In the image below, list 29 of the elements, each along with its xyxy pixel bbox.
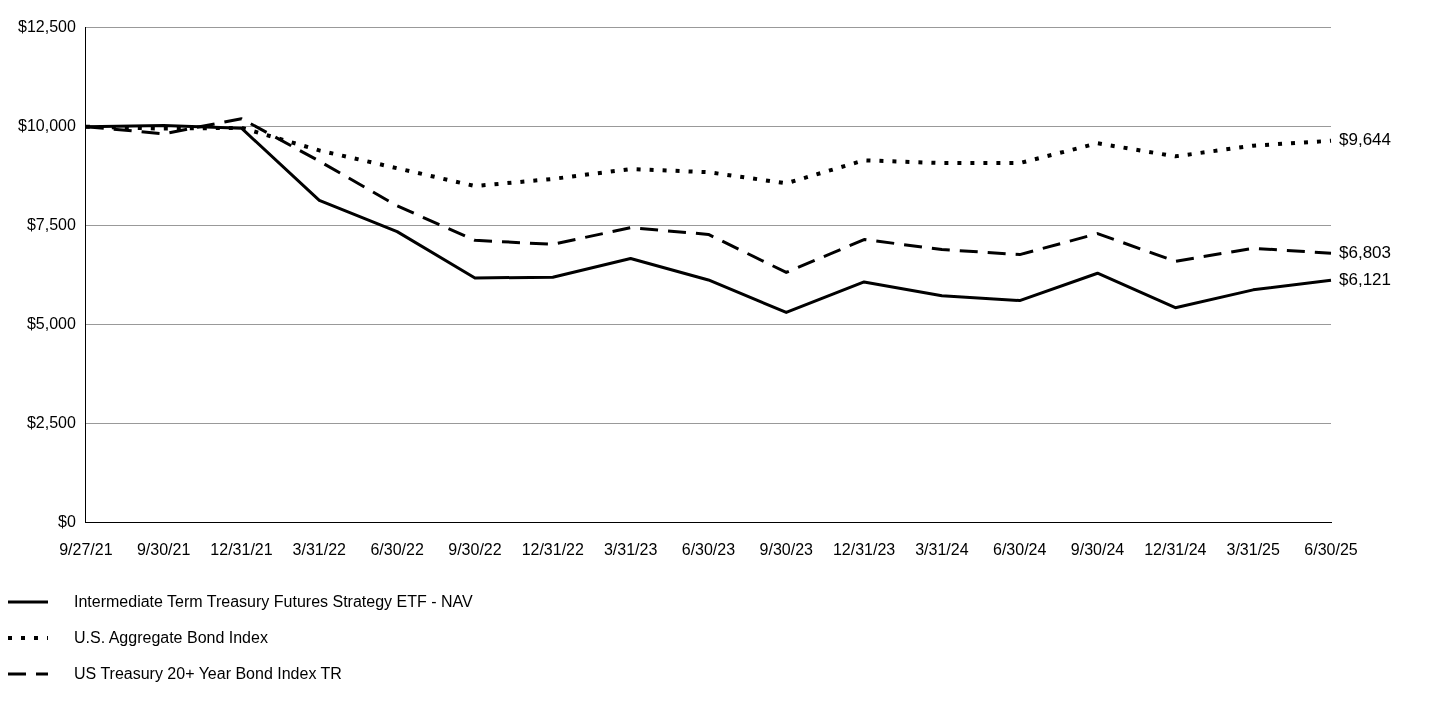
legend-label: US Treasury 20+ Year Bond Index TR xyxy=(74,665,342,683)
y-tick-label: $12,500 xyxy=(17,18,76,36)
y-tick-label: $10,000 xyxy=(17,117,76,135)
x-tick-label: 3/31/23 xyxy=(603,540,658,558)
x-tick-label: 9/30/22 xyxy=(448,540,502,558)
x-tick-label: 12/31/22 xyxy=(521,540,585,558)
annotation: $6,121 xyxy=(1339,270,1391,289)
x-tick-label: 3/31/24 xyxy=(915,540,969,558)
x-tick-label: 12/31/23 xyxy=(832,540,896,558)
legend-label: U.S. Aggregate Bond Index xyxy=(74,629,268,647)
x-tick-label: 3/31/25 xyxy=(1226,540,1280,558)
x-tick-label: 3/31/22 xyxy=(292,540,347,558)
x-tick-label: 6/30/25 xyxy=(1304,540,1358,558)
x-tick-label: 9/30/23 xyxy=(759,540,814,558)
x-tick-label: 12/31/21 xyxy=(210,540,273,558)
x-tick-label: 6/30/23 xyxy=(681,540,736,558)
x-tick-label: 9/30/24 xyxy=(1070,540,1125,558)
x-tick-label: 9/27/21 xyxy=(59,540,113,558)
legend-label: Intermediate Term Treasury Futures Strategy ETF - NAV xyxy=(74,593,473,611)
y-tick-label: $2,500 xyxy=(26,414,76,432)
x-tick-label: 6/30/24 xyxy=(993,540,1047,558)
y-tick-label: $0 xyxy=(58,513,76,531)
annotation: $6,803 xyxy=(1339,242,1391,262)
x-tick-label: 12/31/24 xyxy=(1144,540,1207,558)
x-tick-label: 6/30/22 xyxy=(370,540,424,558)
annotation: $9,644 xyxy=(1339,130,1391,150)
x-tick-label: 9/30/21 xyxy=(136,540,191,558)
y-tick-label: $7,500 xyxy=(26,216,76,234)
y-tick-label: $5,000 xyxy=(26,315,76,333)
